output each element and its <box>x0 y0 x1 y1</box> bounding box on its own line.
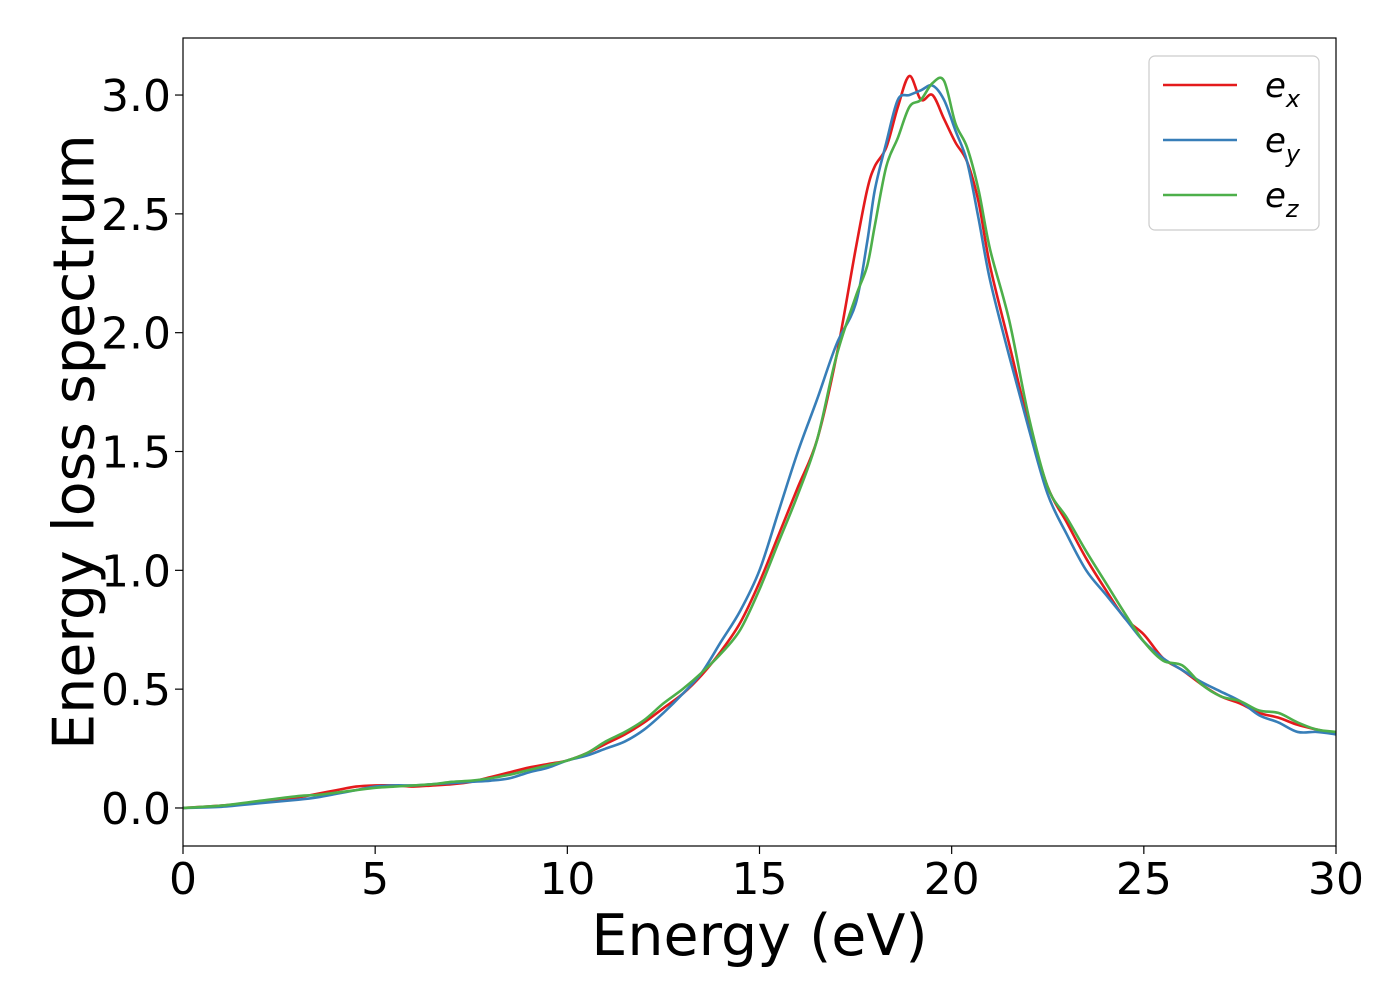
x-tick-label: 5 <box>361 854 389 905</box>
x-tick-label: 10 <box>539 854 595 905</box>
y-tick-label: 2.0 <box>101 309 171 360</box>
series-layer <box>183 74 1336 810</box>
legend-label-base: e <box>1265 176 1286 216</box>
legend-label-subscript: z <box>1285 195 1300 223</box>
x-tick-label: 25 <box>1116 854 1172 905</box>
legend-label-subscript: y <box>1285 140 1301 168</box>
y-tick-label: 3.0 <box>101 71 171 122</box>
x-tick-label: 15 <box>732 854 788 905</box>
y-axis: 0.0 0.5 1.0 1.5 2.0 2.5 3.0 <box>101 71 183 835</box>
x-axis: 0 5 10 15 20 25 30 <box>169 846 1364 905</box>
x-tick-label: 30 <box>1308 854 1364 905</box>
legend-label: ey <box>1265 121 1301 168</box>
y-tick-label: 0.0 <box>101 784 171 835</box>
legend-label-base: e <box>1265 66 1286 106</box>
legend-label: ex <box>1265 66 1301 113</box>
x-axis-label: Energy (eV) <box>591 903 927 969</box>
x-tick-label: 20 <box>924 854 980 905</box>
y-tick-label: 1.5 <box>101 428 171 479</box>
legend-box <box>1148 55 1320 231</box>
legend-label-subscript: x <box>1285 85 1301 113</box>
x-tick-label: 0 <box>169 854 197 905</box>
y-tick-label: 0.5 <box>101 665 171 716</box>
y-axis-label: Energy loss spectrum <box>42 134 108 750</box>
series-line-e-z <box>183 76 1336 810</box>
y-tick-label: 1.0 <box>101 546 171 597</box>
y-tick-label: 2.5 <box>101 190 171 241</box>
legend-label-base: e <box>1265 121 1286 161</box>
legend-label: ez <box>1265 176 1300 223</box>
